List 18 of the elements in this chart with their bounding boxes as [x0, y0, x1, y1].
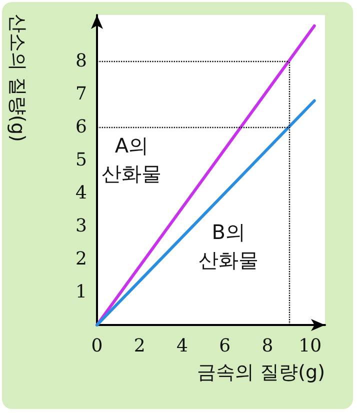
- x-tick-label: 2: [134, 336, 146, 356]
- y-axis-title: 산소의 질량(g): [6, 14, 28, 142]
- x-tick-label: 4: [176, 336, 188, 356]
- y-tick-label: 8: [76, 50, 87, 72]
- y-tick-label: 5: [76, 150, 87, 171]
- x-tick-label: 8: [262, 336, 274, 356]
- series-label: A의 산화물: [102, 133, 162, 186]
- x-tick-label: 6: [219, 336, 231, 356]
- y-tick-label: 7: [76, 84, 87, 105]
- y-tick-label: 1: [76, 282, 87, 303]
- y-tick-label: 3: [76, 216, 87, 237]
- x-tick-label: 0: [91, 336, 103, 356]
- series-label: B의 산화물: [198, 220, 259, 272]
- x-tick-label: 10: [298, 336, 322, 356]
- x-axis-title: 금속의 질량(g): [197, 362, 325, 384]
- y-tick-label: 6: [76, 116, 87, 138]
- y-tick-label: 2: [76, 248, 87, 270]
- y-tick-label: 4: [76, 182, 87, 204]
